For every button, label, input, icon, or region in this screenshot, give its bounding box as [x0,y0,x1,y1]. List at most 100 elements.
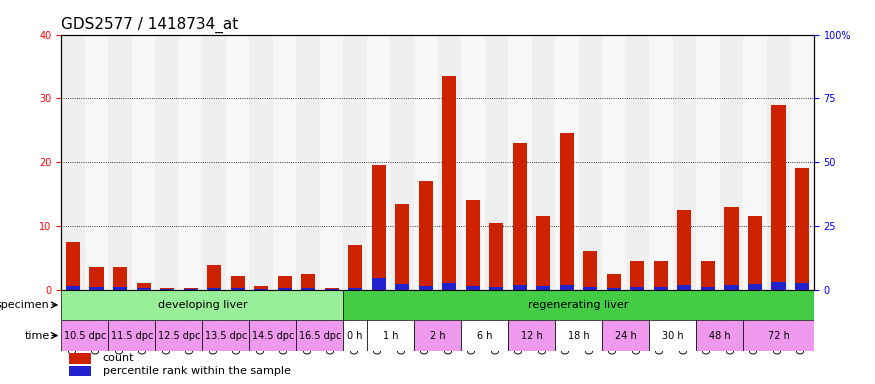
Bar [207,288,221,290]
Text: 12 h: 12 h [521,331,542,341]
Bar [136,283,150,290]
Bar [89,267,103,290]
Bar [419,181,433,290]
Text: 6 h: 6 h [477,331,493,341]
FancyBboxPatch shape [555,320,602,351]
Bar [414,35,438,290]
Bar [649,35,673,290]
Bar [249,35,273,290]
Bar [160,289,174,290]
Bar [85,35,108,290]
Bar [555,35,578,290]
Bar [630,261,645,290]
Text: 10.5 dpc: 10.5 dpc [64,331,106,341]
Bar [584,252,598,290]
FancyBboxPatch shape [61,290,344,320]
Bar [701,287,715,290]
FancyBboxPatch shape [696,320,743,351]
FancyBboxPatch shape [461,320,508,351]
Bar [513,285,527,290]
Bar [136,288,150,290]
Text: time: time [24,331,50,341]
Bar [701,261,715,290]
Bar [320,35,344,290]
Bar [372,278,386,290]
Text: 72 h: 72 h [767,331,789,341]
Bar [485,35,508,290]
Bar [108,35,132,290]
Bar [696,35,720,290]
FancyBboxPatch shape [61,320,108,351]
Bar [297,35,320,290]
Bar [532,35,555,290]
FancyBboxPatch shape [649,320,696,351]
Bar [442,76,457,290]
Text: 14.5 dpc: 14.5 dpc [252,331,294,341]
Bar [743,35,766,290]
Bar [466,286,480,290]
Bar [367,35,390,290]
Bar [419,286,433,290]
Bar [654,286,668,290]
Bar [178,35,202,290]
Bar [231,288,245,290]
Bar [536,216,550,290]
Bar [344,35,367,290]
Bar [113,267,127,290]
FancyBboxPatch shape [508,320,555,351]
Bar [396,204,410,290]
Text: 30 h: 30 h [662,331,683,341]
Bar [226,35,249,290]
FancyBboxPatch shape [602,320,649,351]
Text: specimen: specimen [0,300,50,310]
Text: 11.5 dpc: 11.5 dpc [110,331,153,341]
Bar [132,35,156,290]
Bar [489,287,503,290]
Bar [396,284,410,290]
Bar [184,288,198,290]
Bar [654,261,668,290]
Bar [795,169,809,290]
Bar [66,286,80,290]
Text: 48 h: 48 h [709,331,731,341]
Bar [772,105,786,290]
Bar [301,274,315,290]
Bar [513,143,527,290]
Bar [113,286,127,290]
Bar [231,276,245,290]
Bar [724,207,738,290]
Text: regenerating liver: regenerating liver [528,300,629,310]
FancyBboxPatch shape [414,320,461,351]
FancyBboxPatch shape [344,290,814,320]
Text: GDS2577 / 1418734_at: GDS2577 / 1418734_at [61,17,239,33]
Text: 13.5 dpc: 13.5 dpc [205,331,247,341]
Bar [790,35,814,290]
Bar [254,289,269,290]
Bar [66,242,80,290]
Bar [584,287,598,290]
Bar [466,200,480,290]
Text: percentile rank within the sample: percentile rank within the sample [102,366,290,376]
Bar [202,35,226,290]
FancyBboxPatch shape [108,320,156,351]
Text: 1 h: 1 h [382,331,398,341]
Bar [626,35,649,290]
Bar [630,287,645,290]
Bar [602,35,626,290]
Bar [207,265,221,290]
FancyBboxPatch shape [249,320,297,351]
Bar [277,276,291,290]
Bar [348,288,362,290]
Bar [677,285,691,290]
FancyBboxPatch shape [743,320,814,351]
FancyBboxPatch shape [297,320,344,351]
Text: 18 h: 18 h [568,331,590,341]
Bar [277,288,291,290]
FancyBboxPatch shape [156,320,202,351]
FancyBboxPatch shape [367,320,414,351]
FancyBboxPatch shape [344,320,367,351]
Bar [795,283,809,290]
Bar [677,210,691,290]
Bar [748,216,762,290]
Bar [372,165,386,290]
